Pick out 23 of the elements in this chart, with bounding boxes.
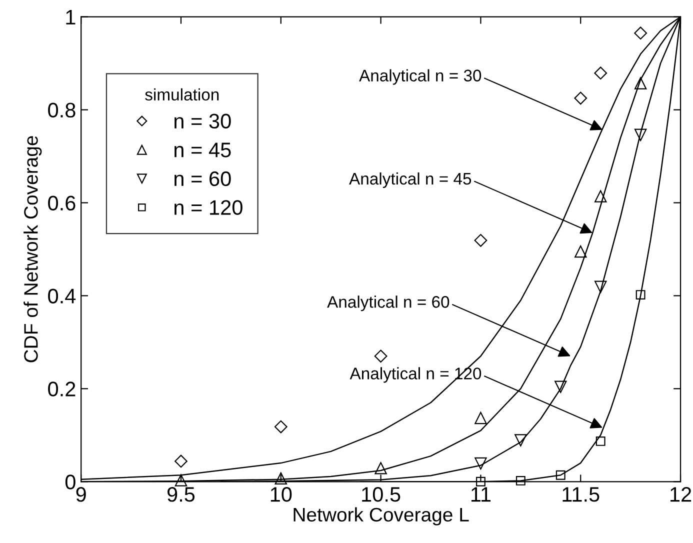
x-tick-label: 9 (76, 487, 86, 502)
legend-label: n = 120 (174, 200, 242, 215)
y-tick-label: 1 (66, 10, 76, 24)
x-tick-label: 10 (270, 487, 292, 502)
annotation: Analytical n = 45 (349, 172, 472, 188)
annotation: Analytical n = 60 (327, 296, 450, 312)
legend-label: n = 45 (174, 142, 231, 158)
x-tick-label: 12 (670, 487, 692, 502)
y-tick-label: 0.8 (48, 102, 76, 118)
x-tick-label: 9.5 (167, 487, 195, 502)
y-axis-title: CDF of Network Coverage (24, 136, 42, 362)
x-tick-label: 11 (471, 487, 491, 502)
x-tick-label: 11.5 (562, 487, 600, 502)
y-tick-label: 0.4 (48, 288, 76, 304)
legend-label: n = 30 (174, 114, 231, 129)
annotation: Analytical n = 30 (359, 69, 482, 85)
legend-label: n = 60 (174, 171, 231, 186)
y-tick-label: 0.2 (48, 382, 76, 396)
legend-title: simulation (145, 88, 219, 101)
y-tick-label: 0 (65, 474, 76, 490)
x-axis-title: Network Coverage L (294, 507, 469, 526)
y-tick-label: 0.6 (48, 196, 76, 211)
x-tick-label: 10.5 (362, 487, 400, 502)
